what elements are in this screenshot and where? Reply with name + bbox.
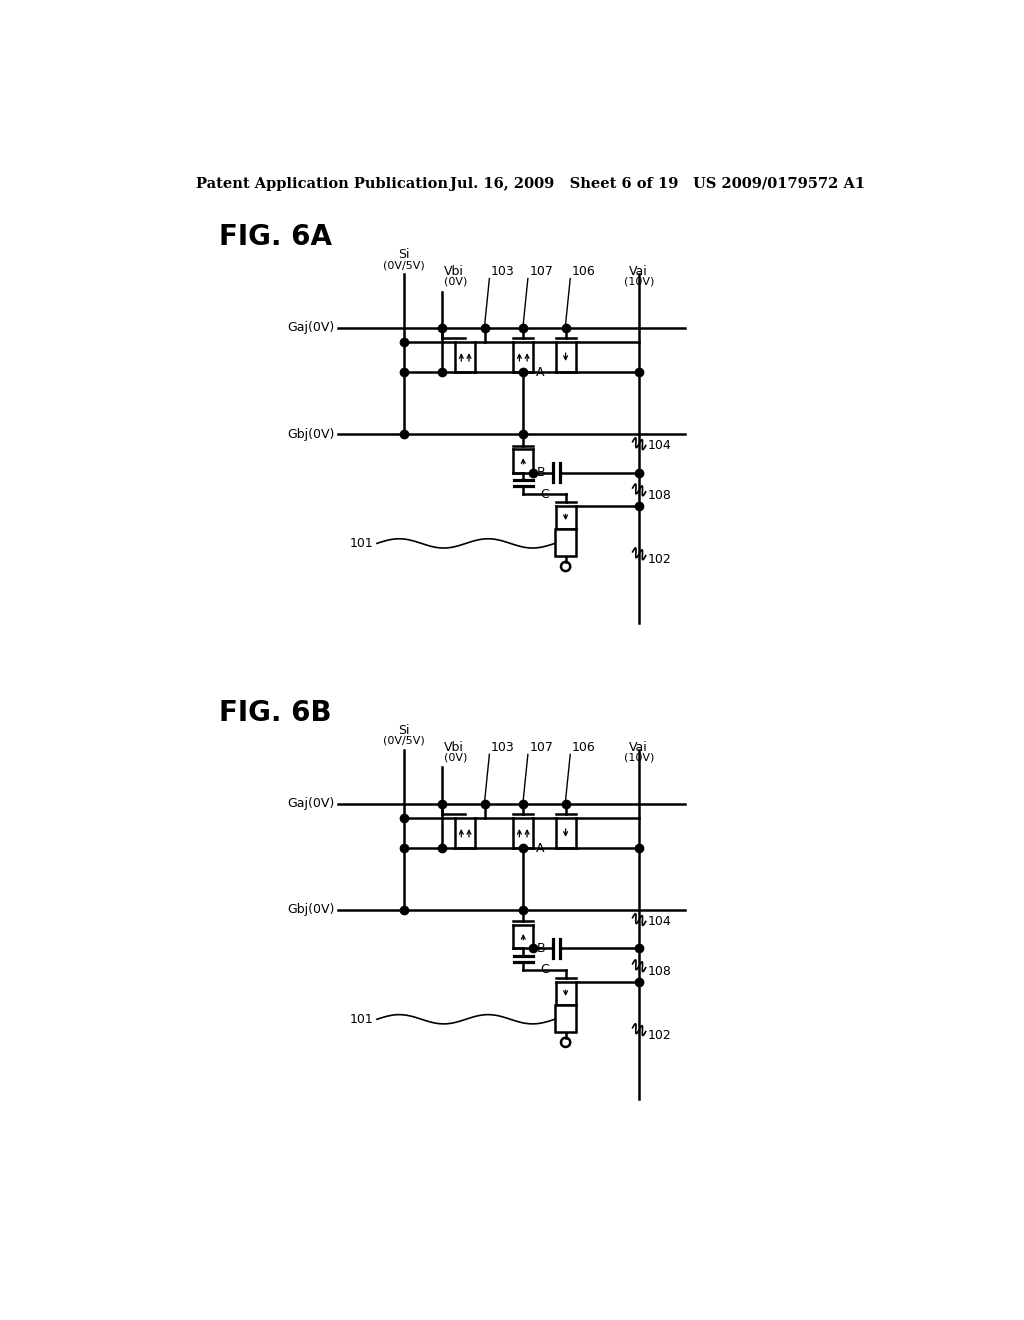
Text: Vbi: Vbi	[444, 741, 464, 754]
Text: A: A	[537, 842, 545, 855]
Text: Vbi: Vbi	[444, 265, 464, 277]
Text: (0V): (0V)	[444, 752, 467, 763]
Text: 106: 106	[571, 741, 596, 754]
Text: 101: 101	[349, 537, 373, 550]
Text: FIG. 6A: FIG. 6A	[219, 223, 332, 251]
Text: Si: Si	[398, 248, 410, 261]
Text: 106: 106	[571, 265, 596, 277]
Text: Jul. 16, 2009   Sheet 6 of 19: Jul. 16, 2009 Sheet 6 of 19	[451, 177, 679, 191]
Text: B: B	[538, 466, 546, 479]
Text: 102: 102	[648, 1028, 672, 1041]
Text: (0V): (0V)	[444, 277, 467, 286]
Text: Gbj(0V): Gbj(0V)	[288, 428, 335, 441]
Text: Gaj(0V): Gaj(0V)	[288, 321, 335, 334]
Text: 107: 107	[529, 265, 553, 277]
Text: C: C	[541, 487, 550, 500]
Text: (10V): (10V)	[624, 277, 654, 286]
Text: 108: 108	[648, 965, 672, 978]
Text: Gbj(0V): Gbj(0V)	[288, 903, 335, 916]
Text: 102: 102	[648, 553, 672, 566]
Text: C: C	[541, 964, 550, 977]
Text: 107: 107	[529, 741, 553, 754]
Text: 104: 104	[648, 915, 672, 928]
Text: Gaj(0V): Gaj(0V)	[288, 797, 335, 810]
Text: 108: 108	[648, 490, 672, 502]
Text: (0V/5V): (0V/5V)	[383, 737, 425, 746]
Text: B: B	[538, 942, 546, 954]
Text: 103: 103	[490, 741, 515, 754]
Text: (10V): (10V)	[624, 752, 654, 763]
Text: FIG. 6B: FIG. 6B	[219, 698, 332, 727]
Text: Vai: Vai	[630, 265, 648, 277]
Text: 104: 104	[648, 440, 672, 453]
Text: US 2009/0179572 A1: US 2009/0179572 A1	[692, 177, 865, 191]
Bar	[555, 1005, 577, 1032]
Text: Patent Application Publication: Patent Application Publication	[196, 177, 449, 191]
Text: A: A	[537, 366, 545, 379]
Text: (0V/5V): (0V/5V)	[383, 260, 425, 271]
Bar	[555, 529, 577, 556]
Text: Vai: Vai	[630, 741, 648, 754]
Text: 101: 101	[349, 1012, 373, 1026]
Text: 103: 103	[490, 265, 515, 277]
Text: Si: Si	[398, 723, 410, 737]
